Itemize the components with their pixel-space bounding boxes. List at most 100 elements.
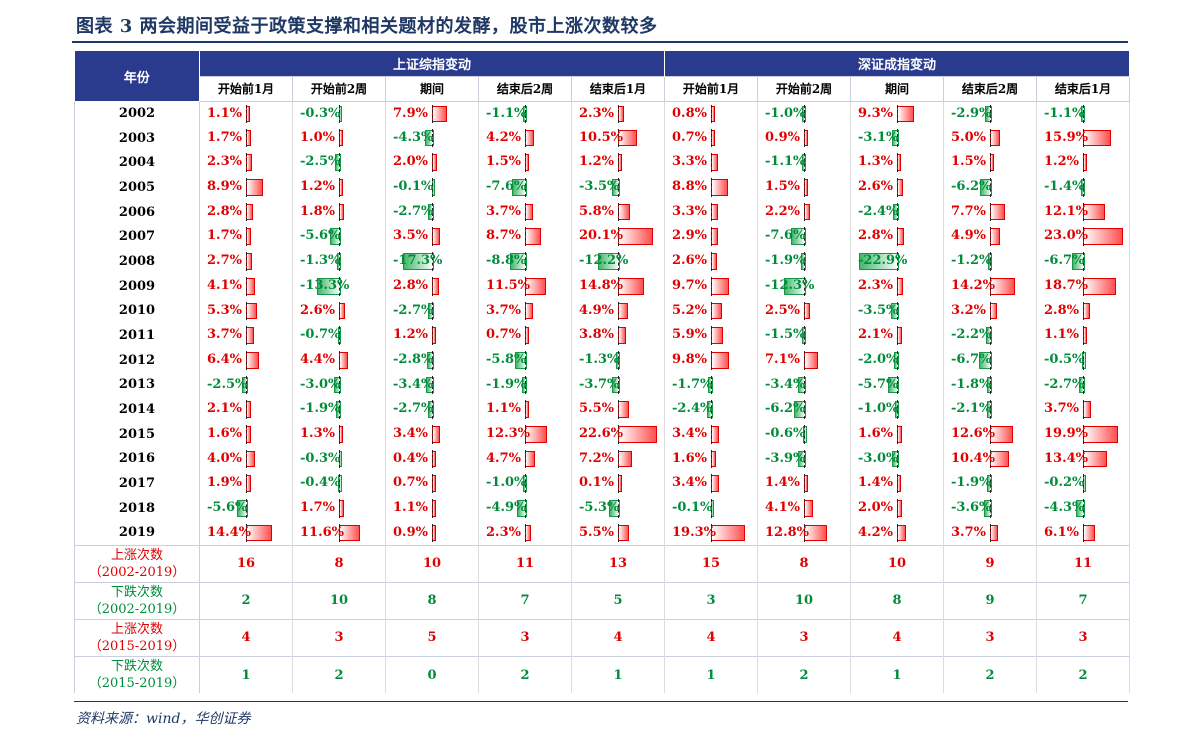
negative-bar [512,179,527,196]
value-label: -2.7% [393,302,434,318]
value-label: 5.3% [207,302,242,318]
zero-axis-line [618,202,619,222]
zero-axis-line [618,276,619,296]
summary-label-line2: （2002-2019） [88,564,186,580]
year-cell: 2003 [74,125,200,151]
negative-bar [797,450,806,468]
value-cell: -1.9% [292,397,386,422]
value-label: 11.5% [486,277,531,293]
value-cell: -3.4% [385,372,479,398]
value-label: 1.8% [300,203,335,219]
value-cell: -12.2% [571,249,665,274]
value-cell: -6.2% [757,397,851,422]
summary-count: 4 [199,618,293,657]
value-label: 3.7% [1044,401,1079,417]
zero-axis-line [525,350,526,370]
positive-bar [897,524,906,541]
value-cell: -1.9% [757,249,851,274]
value-label: 1.6% [207,425,242,441]
value-label: -3.5% [858,302,899,318]
summary-count: 3 [292,618,386,657]
value-label: 1.7% [207,129,242,145]
summary-count: 10 [292,581,386,620]
value-cell: -1.3% [292,249,386,274]
value-cell: -3.1% [850,125,944,151]
value-label: -3.4% [765,376,806,392]
value-cell: 20.1% [571,224,665,250]
value-cell: -22.9% [850,249,944,274]
zero-axis-line [897,424,898,444]
zero-axis-line [1083,326,1084,345]
summary-count: 1 [664,655,758,694]
zero-axis-line [1083,400,1084,419]
value-label: 2.1% [207,401,242,417]
value-label: 2.8% [1044,302,1079,318]
value-label: 0.9% [765,129,800,145]
value-label: 0.8% [672,105,707,121]
zero-axis-line [618,523,619,542]
summary-count: 9 [943,544,1037,583]
zero-axis-line [1083,276,1084,296]
zero-axis-line [711,449,712,469]
value-cell: -0.2% [1036,471,1130,496]
value-cell: -1.7% [664,372,758,398]
value-cell: 1.8% [292,199,386,225]
zero-axis-line [618,301,619,321]
summary-row: 下跌次数 （2015-2019） 1 2 0 2 1 1 2 1 2 2 [74,655,1130,694]
negative-bar [335,401,341,418]
zero-axis-line [246,202,247,222]
zero-axis-line [897,326,898,345]
zero-axis-line [618,449,619,469]
value-label: 7.2% [579,450,614,466]
value-label: 2.3% [486,524,521,540]
value-cell: 0.4% [385,446,479,472]
value-cell: 4.9% [571,298,665,324]
negative-bar [800,253,806,270]
value-label: 23.0% [1044,228,1089,244]
zero-axis-line [339,227,340,247]
positive-bar [618,425,658,443]
year-cell: 2008 [74,249,200,274]
positive-bar [711,302,722,320]
value-label: 4.2% [486,129,521,145]
column-header: 开始前2周 [757,75,851,102]
value-label: -1.0% [765,105,806,121]
value-cell: 3.8% [571,323,665,348]
zero-axis-line [339,474,340,493]
zero-axis-line [618,128,619,148]
value-cell: 2.3% [199,150,293,176]
value-cell: -1.1% [478,101,572,126]
value-cell: 3.4% [385,421,479,447]
summary-count: 2 [292,655,386,694]
value-label: -4.3% [1044,500,1085,515]
zero-axis-line [618,153,619,173]
zero-axis-line [711,227,712,247]
negative-bar [521,376,527,394]
zero-axis-line [432,178,433,197]
value-cell: -0.1% [385,175,479,200]
value-label: 3.7% [486,302,521,318]
value-cell: 22.6% [571,421,665,447]
zero-axis-line [246,104,247,123]
zero-axis-line [432,474,433,493]
value-label: -22.9% [858,253,908,269]
value-label: -2.7% [393,203,434,219]
value-cell: 9.8% [664,347,758,373]
zero-axis-line [246,178,247,197]
zero-axis-line [1083,301,1084,321]
zero-axis-line [525,276,526,296]
zero-axis-line [990,523,991,542]
zero-axis-line [990,474,991,493]
value-label: -1.1% [765,154,806,170]
value-label: -1.9% [765,253,806,269]
zero-axis-line [990,252,991,271]
table-row: 2009 4.1% -13.3% 2.8% 11.5% 14.8% 9.7% -12.3% 2.… [74,273,1130,299]
positive-bar [618,203,630,221]
summary-count: 2 [478,655,572,694]
value-label: 0.7% [672,129,707,145]
zero-axis-line [1083,178,1084,197]
value-cell: -1.9% [943,471,1037,496]
value-cell: -1.0% [757,101,851,126]
value-label: -0.1% [393,179,434,195]
summary-label-line2: （2015-2019） [88,676,186,692]
